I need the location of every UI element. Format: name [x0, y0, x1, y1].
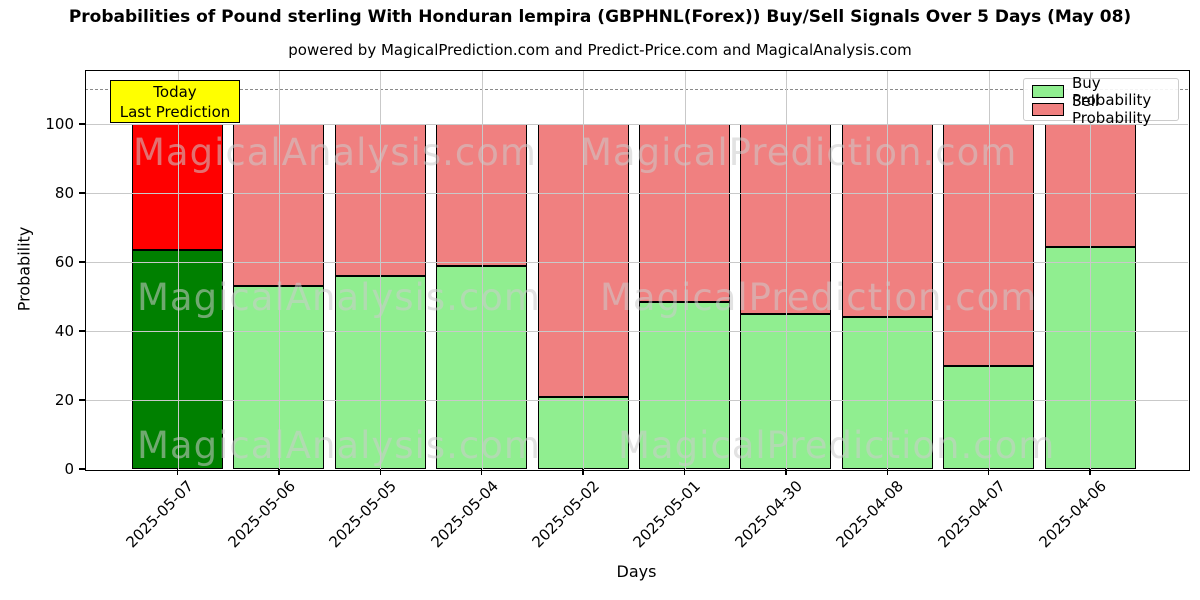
v-gridline [785, 70, 787, 469]
v-gridline [380, 70, 382, 469]
x-tick-label: 2025-04-07 [934, 477, 1009, 552]
legend-label-buy: Buy Probability [1072, 73, 1152, 109]
x-tick-mark [886, 469, 888, 475]
sell-swatch-icon [1032, 103, 1064, 116]
annotation-line2: Last Prediction [119, 103, 231, 121]
y-tick-label: 40 [54, 322, 74, 341]
y-tick-mark [79, 468, 85, 470]
v-gridline [684, 70, 686, 469]
v-gridline [887, 70, 889, 469]
v-gridline [583, 70, 585, 469]
buy-swatch-icon [1032, 85, 1064, 98]
chart-subtitle: powered by MagicalPrediction.com and Pre… [288, 41, 912, 59]
x-tick-label: 2025-05-06 [224, 477, 299, 552]
y-tick-label: 20 [54, 391, 74, 410]
y-tick-label: 60 [54, 253, 74, 272]
watermark-text: MagicalPrediction.com [600, 276, 1038, 319]
y-tick-label: 100 [45, 115, 74, 134]
y-tick-label: 0 [64, 460, 74, 478]
x-tick-mark [785, 469, 787, 475]
y-tick-mark [79, 330, 85, 332]
legend-item-sell: Sell Probability [1032, 92, 1178, 126]
v-gridline [177, 70, 179, 469]
v-gridline [988, 70, 990, 469]
x-tick-label: 2025-05-05 [325, 477, 401, 552]
y-tick-mark [79, 192, 85, 194]
watermark-text: MagicalAnalysis.com [133, 131, 537, 174]
watermark-text: MagicalPrediction.com [580, 131, 1018, 174]
dashed-reference-line [85, 88, 1188, 90]
h-gridline [85, 124, 1188, 126]
x-tick-mark [278, 469, 280, 475]
v-gridline [278, 70, 280, 469]
v-gridline [1090, 70, 1092, 469]
x-tick-label: 2025-05-07 [122, 477, 198, 552]
legend-item-buy: Buy Probability [1032, 74, 1178, 108]
x-tick-label: 2025-04-30 [731, 477, 806, 552]
chart-title: Probabilities of Pound sterling With Hon… [68, 7, 1132, 27]
y-tick-mark [79, 399, 85, 401]
x-tick-label: 2025-04-08 [832, 477, 908, 552]
x-tick-label: 2025-05-02 [528, 477, 603, 552]
v-gridline [481, 70, 483, 469]
legend-label-sell: Sell Probability [1072, 91, 1152, 127]
x-tick-mark [988, 469, 990, 475]
watermark-text: MagicalAnalysis.com [137, 424, 541, 467]
x-tick-label: 2025-05-01 [629, 477, 705, 552]
today-annotation-box: Today Last Prediction [110, 80, 240, 123]
y-tick-mark [79, 123, 85, 125]
h-gridline [85, 400, 1188, 402]
h-gridline [85, 262, 1188, 264]
x-tick-label: 2025-04-06 [1035, 477, 1110, 552]
x-tick-mark [582, 469, 584, 475]
y-tick-mark [79, 261, 85, 263]
x-tick-mark [379, 469, 381, 475]
legend: Buy Probability Sell Probability [1023, 74, 1179, 126]
annotation-line1: Today [153, 83, 197, 101]
watermark-text: MagicalAnalysis.com [137, 276, 541, 319]
x-tick-label: 2025-05-04 [427, 477, 502, 552]
x-tick-mark [481, 469, 483, 475]
h-gridline [85, 193, 1188, 195]
h-gridline [85, 331, 1188, 333]
y-tick-label: 80 [54, 184, 74, 203]
x-axis-label: Days [616, 562, 657, 581]
x-tick-mark [176, 469, 179, 475]
x-tick-mark [1089, 469, 1091, 475]
x-tick-mark [683, 469, 686, 475]
watermark-text: MagicalPrediction.com [618, 424, 1056, 467]
